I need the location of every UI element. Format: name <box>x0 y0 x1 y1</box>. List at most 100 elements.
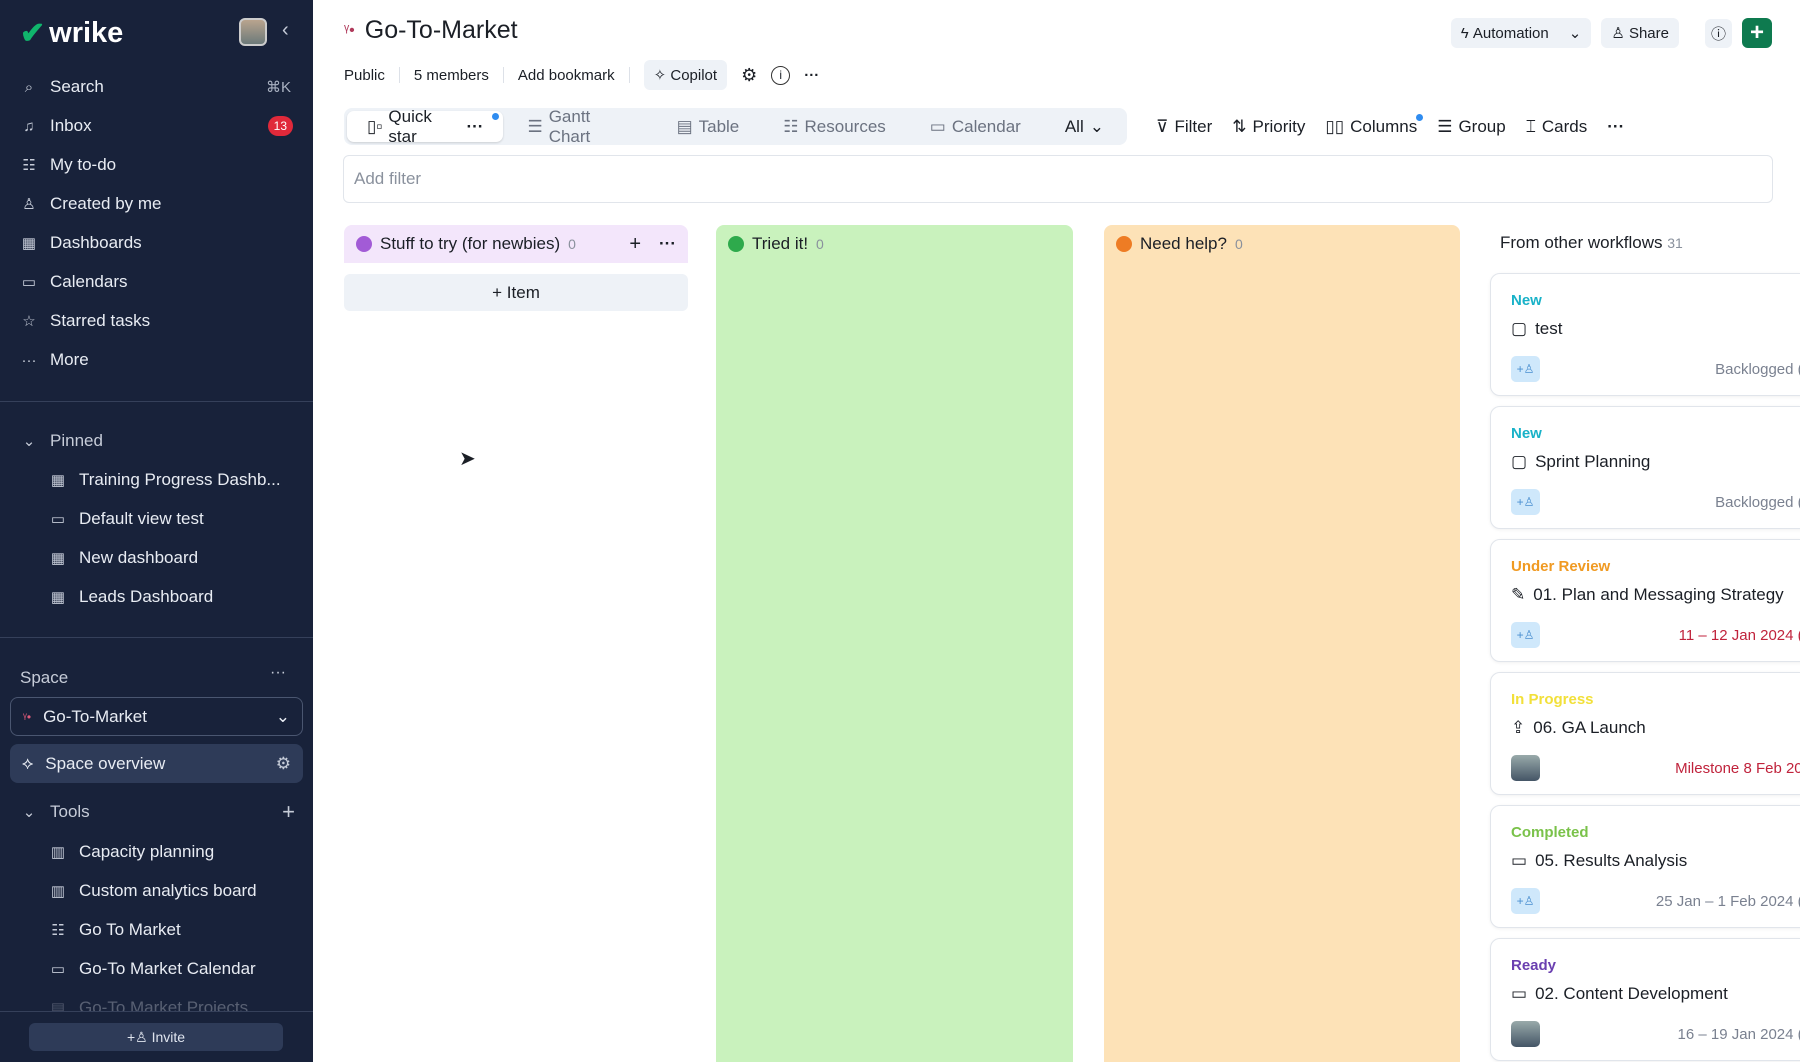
task-card[interactable]: Under Review ✎ 01. Plan and Messaging Stra… <box>1490 539 1800 662</box>
add-tool-icon[interactable]: + <box>282 799 295 824</box>
search-icon: ⌕ <box>24 78 34 96</box>
task-name: 01. Plan and Messaging Strategy <box>1533 585 1784 604</box>
share-button[interactable]: ♙ Share <box>1601 18 1679 48</box>
tab-calendar[interactable]: ▭ Calendar <box>929 116 1021 136</box>
sidebar-item-starred-tasks[interactable]: ☆ Starred tasks <box>20 304 295 338</box>
add-item-button[interactable]: + Item <box>344 274 688 311</box>
tab-quick-star[interactable]: ▯▫ Quick star ··· <box>347 107 504 146</box>
chevron-down-icon: ⌄ <box>1089 116 1104 136</box>
column-header[interactable]: Need help? 0 <box>1104 225 1460 263</box>
columns-button[interactable]: ▯▯ Columns <box>1325 113 1424 137</box>
space-icon: ᵞ• <box>344 21 355 39</box>
avatar[interactable] <box>1511 1021 1540 1047</box>
avatar[interactable] <box>239 18 267 46</box>
tool-item[interactable]: ▭ Go-To Market Calendar <box>50 959 256 978</box>
visibility-link[interactable]: Public <box>344 66 385 84</box>
more-icon[interactable]: ··· <box>1607 116 1625 136</box>
priority-button[interactable]: ⇅ Priority <box>1232 116 1306 136</box>
invite-button[interactable]: +♙ Invite <box>29 1023 283 1051</box>
pinned-item[interactable]: ▦ New dashboard <box>50 548 199 567</box>
more-icon[interactable]: ··· <box>659 234 676 253</box>
tools-toggle[interactable]: ⌄ Tools + <box>20 795 295 829</box>
task-card[interactable]: Ready ▭ 02. Content Development 16 – 19 Jan… <box>1490 938 1800 1061</box>
users-icon: ♙ <box>1611 25 1629 42</box>
group-icon: ☰ <box>1437 116 1453 136</box>
filter-input[interactable]: Add filter <box>343 155 1773 203</box>
sidebar: ✔ wrike ‹ ⌕ Search ⌘K ♫ Inbox 13 ☷ My to-do ♙ Crea… <box>0 0 313 1062</box>
space-select[interactable]: ᵞ• Go-To-Market ⌄ <box>10 697 303 736</box>
tab-gantt-chart[interactable]: ☰ Gantt Chart <box>527 106 591 146</box>
status-icon <box>356 236 372 252</box>
automation-button[interactable]: ϟ Automation ⌄ <box>1450 18 1592 48</box>
copilot-button[interactable]: ✧ Copilot <box>643 60 728 90</box>
add-assignee-button[interactable]: +♙ <box>1511 888 1540 914</box>
column-header[interactable]: Tried it! 0 <box>716 225 1073 263</box>
tab-all[interactable]: All ⌄ <box>1064 116 1104 136</box>
members-link[interactable]: 5 members <box>413 66 489 84</box>
collapse-sidebar-icon[interactable]: ‹ <box>282 19 289 41</box>
more-icon[interactable]: ··· <box>804 66 820 84</box>
star-icon: ☆ <box>22 313 36 330</box>
pinned-item[interactable]: ▭ Default view test <box>50 509 204 528</box>
gantt-icon: ☰ <box>527 116 543 136</box>
pinned-item[interactable]: ▦ Leads Dashboard <box>50 587 214 606</box>
task-card[interactable]: In Progress ⇪ 06. GA Launch Milestone 8 Feb… <box>1490 672 1800 795</box>
cards-button[interactable]: ⌶ Cards <box>1525 116 1588 136</box>
wrike-logo[interactable]: ✔ wrike <box>20 17 124 50</box>
add-assignee-button[interactable]: +♙ <box>1511 622 1540 648</box>
sidebar-item-more[interactable]: ··· More <box>21 350 89 369</box>
add-assignee-button[interactable]: +♙ <box>1511 489 1540 515</box>
gear-icon[interactable]: ⚙ <box>275 753 291 773</box>
divider <box>0 637 313 638</box>
sidebar-item-dashboards[interactable]: ▦ Dashboards <box>21 233 142 252</box>
pinned-item[interactable]: ▦ Training Progress Dashb... <box>50 470 281 489</box>
sidebar-item-calendars[interactable]: ▭ Calendars <box>21 272 128 291</box>
main: ᵞ• Go-To-Market Public 5 members Add book… <box>313 0 1800 1062</box>
status-label: New <box>1511 292 1542 309</box>
sidebar-item-created-by-me[interactable]: ♙ Created by me <box>20 187 295 221</box>
gear-icon[interactable]: ⚙ <box>741 64 758 85</box>
add-bookmark-link[interactable]: Add bookmark <box>517 66 615 84</box>
sidebar-item-my-to-do[interactable]: ☷ My to-do <box>20 148 295 182</box>
info-icon[interactable]: i <box>771 65 791 85</box>
view-toolbar: ⊽ Filter ⇅ Priority ▯▯ Columns ☰ Group ⌶ Cards ··· <box>1156 108 1624 145</box>
group-button[interactable]: ☰ Group <box>1437 116 1506 136</box>
sparkle-icon: ✧ <box>653 67 671 84</box>
meta-row: Public 5 members Add bookmark ✧ Copilot … <box>344 60 819 90</box>
folder-icon: ▭ <box>1511 851 1528 870</box>
add-user-icon: +♙ <box>126 1028 152 1045</box>
column-header[interactable]: Stuff to try (for newbies) 0 + ··· <box>344 225 688 263</box>
pinned-toggle[interactable]: ⌄ Pinned <box>20 424 295 458</box>
add-assignee-button[interactable]: +♙ <box>1511 356 1540 382</box>
task-icon: ▢ <box>1511 452 1528 471</box>
folder-icon: ▭ <box>1511 984 1528 1003</box>
sidebar-item-inbox[interactable]: ♫ Inbox 13 <box>20 109 295 143</box>
unread-badge: 13 <box>267 116 293 136</box>
space-overview[interactable]: ⟡ Space overview ⚙ <box>10 744 303 783</box>
more-icon: ··· <box>21 351 37 369</box>
filter-icon: ⊽ <box>1156 116 1169 136</box>
status-label: Under Review <box>1511 558 1611 575</box>
add-icon[interactable]: + <box>629 232 642 255</box>
tab-table[interactable]: ▤ Table <box>676 116 740 136</box>
edit-icon: ✎ <box>1511 585 1526 604</box>
task-name: test <box>1535 319 1563 338</box>
tab-more-icon[interactable]: ··· <box>466 116 484 136</box>
task-date: 16 – 19 Jan 2024 (4 <box>1677 1026 1800 1043</box>
filter-button[interactable]: ⊽ Filter <box>1156 116 1213 136</box>
task-card[interactable]: New ▢ test +♙ Backlogged (1 <box>1490 273 1800 396</box>
space-more-icon[interactable]: ··· <box>270 664 286 681</box>
create-button[interactable]: + <box>1742 18 1772 48</box>
tool-item[interactable]: ▥ Capacity planning <box>50 842 215 861</box>
tool-item[interactable]: ☷ Go To Market <box>49 913 299 947</box>
column-0 <box>344 225 688 263</box>
tool-item[interactable]: ▥ Custom analytics board <box>50 881 257 900</box>
task-icon: ▢ <box>1511 319 1528 338</box>
task-name: 02. Content Development <box>1535 984 1728 1003</box>
sidebar-item-search[interactable]: ⌕ Search ⌘K <box>20 70 295 104</box>
task-card[interactable]: Completed ▭ 05. Results Analysis +♙ 25 Jan –… <box>1490 805 1800 928</box>
help-icon[interactable]: ⓘ <box>1704 18 1732 48</box>
task-card[interactable]: New ▢ Sprint Planning +♙ Backlogged (1 <box>1490 406 1800 529</box>
avatar[interactable] <box>1511 755 1540 781</box>
tab-resources[interactable]: ☷ Resources <box>783 116 886 136</box>
